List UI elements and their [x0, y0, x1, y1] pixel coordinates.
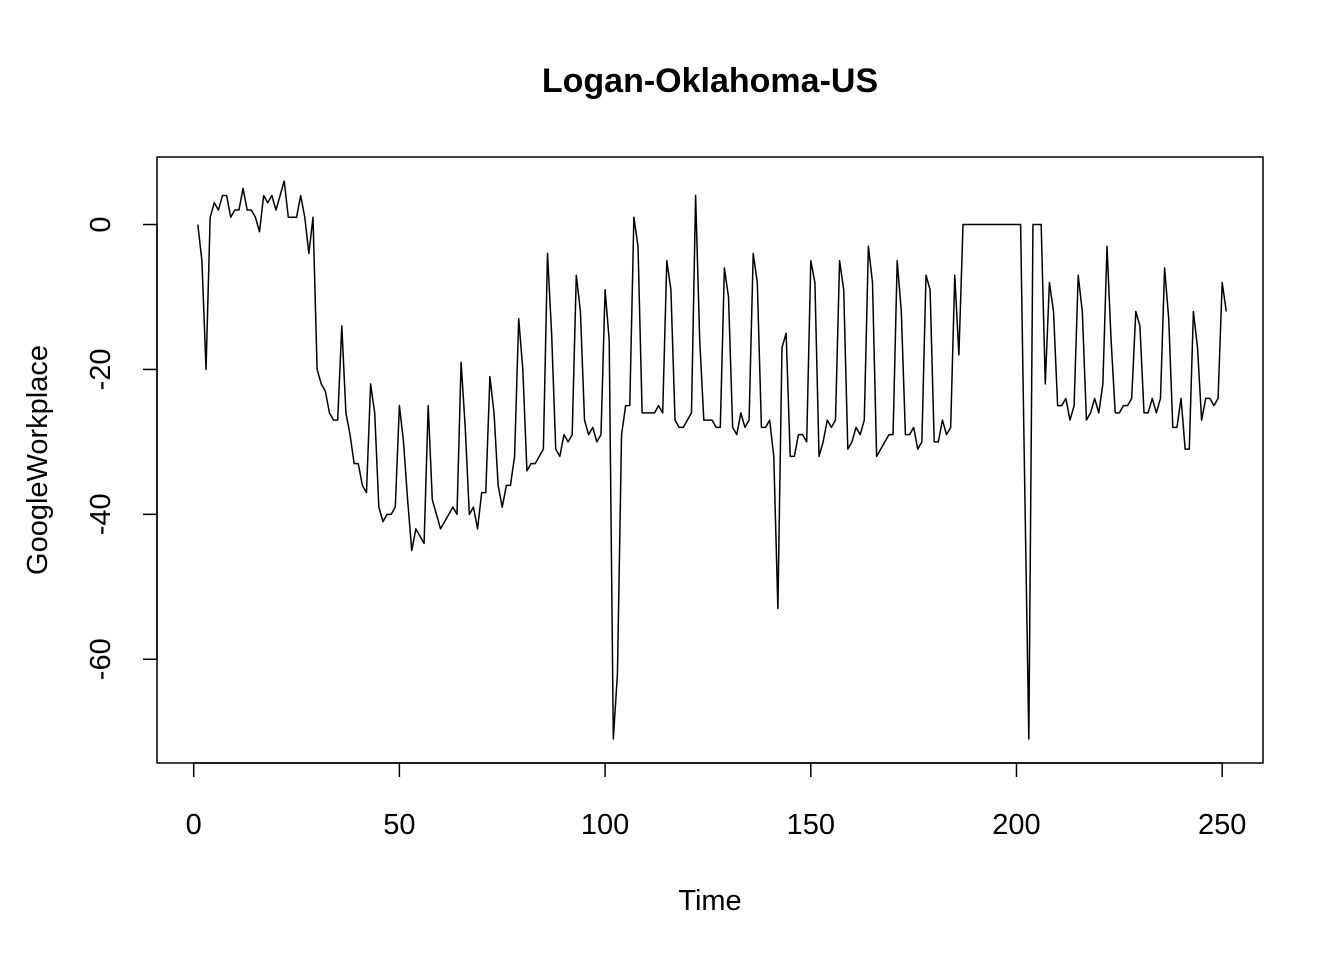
y-tick-label: 0	[85, 216, 117, 232]
chart-title: Logan-Oklahoma-US	[542, 62, 878, 100]
y-tick-label: -60	[85, 638, 117, 680]
x-tick-label: 250	[1198, 809, 1246, 841]
x-tick-label: 50	[383, 809, 415, 841]
y-tick-label: -20	[85, 348, 117, 390]
x-tick-label: 100	[581, 809, 629, 841]
y-axis-label: GoogleWorkplace	[22, 345, 54, 575]
x-tick-label: 0	[186, 809, 202, 841]
x-tick-label: 150	[787, 809, 835, 841]
x-axis-label: Time	[678, 885, 741, 917]
x-tick-label: 200	[992, 809, 1040, 841]
y-tick-label: -40	[85, 493, 117, 535]
